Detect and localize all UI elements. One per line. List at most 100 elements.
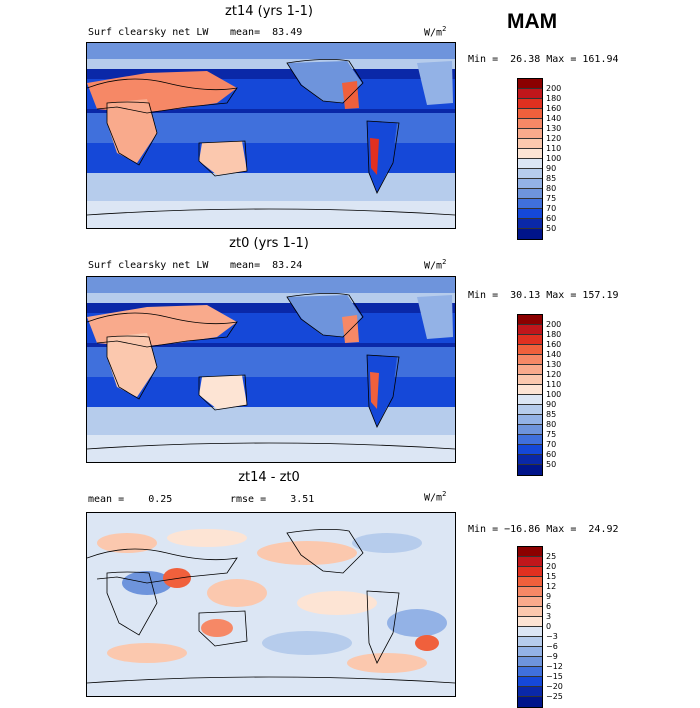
cbar3-label: 3 (546, 612, 552, 621)
panel3-map (86, 512, 456, 697)
cbar3-swatch (518, 547, 542, 557)
cbar3-label: −20 (546, 682, 563, 691)
cbar2-label: 180 (546, 330, 562, 339)
cbar2-swatch (518, 365, 542, 375)
cbar1-swatch (518, 129, 542, 139)
cbar3-label: 15 (546, 572, 557, 581)
cbar1-label: 60 (546, 214, 557, 223)
cbar3-label: −15 (546, 672, 563, 681)
cbar2-swatch (518, 405, 542, 415)
cbar3-swatch (518, 557, 542, 567)
cbar3-swatch (518, 627, 542, 637)
panel3-colorbar (517, 546, 543, 708)
cbar3-swatch (518, 687, 542, 697)
panel1-mean: mean= 83.49 (230, 27, 303, 38)
cbar3-swatch (518, 647, 542, 657)
cbar1-label: 50 (546, 224, 557, 233)
cbar1-label: 180 (546, 94, 562, 103)
cbar2-label: 160 (546, 340, 562, 349)
cbar1-swatch (518, 189, 542, 199)
cbar1-label: 110 (546, 144, 562, 153)
cbar2-swatch (518, 375, 542, 385)
cbar2-label: 85 (546, 410, 557, 419)
map-africa (107, 333, 157, 397)
cbar1-label: 70 (546, 204, 557, 213)
map-southern-ocean (87, 407, 455, 435)
cbar1-swatch (518, 89, 542, 99)
cbar2-label: 50 (546, 460, 557, 469)
map-australia (199, 141, 247, 175)
cbar1-label: 160 (546, 104, 562, 113)
panel1-minmax: Min = 26.38 Max = 161.94 (468, 54, 619, 65)
map-diff-patches (97, 529, 447, 673)
map-andes-warm (370, 138, 379, 175)
cbar1-swatch (518, 149, 542, 159)
cbar2-swatch (518, 455, 542, 465)
cbar3-label: 9 (546, 592, 552, 601)
cbar2-label: 70 (546, 440, 557, 449)
panel2-units: W/m2 (424, 258, 447, 272)
panel2-title: zt0 (yrs 1-1) (229, 236, 309, 251)
panel1-colorbar-labels: 200 180 160 140 130 120 110 100 90 85 80… (546, 84, 561, 234)
cbar3-label: 0 (546, 622, 552, 631)
cbar3-swatch (518, 597, 542, 607)
cbar1-swatch (518, 99, 542, 109)
cbar1-swatch (518, 169, 542, 179)
map-arctic-band (87, 43, 455, 59)
cbar2-swatch (518, 415, 542, 425)
panel1-title: zt14 (yrs 1-1) (225, 4, 313, 19)
cbar2-swatch (518, 325, 542, 335)
panel3-rmse: rmse = 3.51 (230, 494, 315, 505)
panel1-units: W/m2 (424, 25, 447, 39)
cbar3-label: −6 (546, 642, 558, 651)
panel3-title: zt14 - zt0 (238, 470, 300, 485)
cbar3-swatch (518, 607, 542, 617)
cbar2-swatch (518, 465, 542, 475)
cbar2-swatch (518, 445, 542, 455)
cbar3-swatch (518, 697, 542, 707)
map-andes-warm (370, 372, 379, 409)
map-southern-ocean (87, 173, 455, 201)
cbar3-swatch (518, 667, 542, 677)
cbar3-label: −9 (546, 652, 558, 661)
cbar2-label: 140 (546, 350, 562, 359)
cbar2-label: 200 (546, 320, 562, 329)
cbar1-swatch (518, 219, 542, 229)
cbar1-label: 120 (546, 134, 562, 143)
cbar1-swatch (518, 79, 542, 89)
cbar3-swatch (518, 637, 542, 647)
cbar3-label: 6 (546, 602, 552, 611)
cbar2-label: 130 (546, 360, 562, 369)
cbar2-label: 100 (546, 390, 562, 399)
cbar3-label: 20 (546, 562, 557, 571)
cbar3-swatch (518, 567, 542, 577)
map-antarctic (87, 201, 455, 228)
panel1-variable: Surf clearsky net LW (88, 27, 209, 38)
cbar1-label: 130 (546, 124, 562, 133)
cbar2-swatch (518, 425, 542, 435)
cbar1-swatch (518, 199, 542, 209)
cbar1-swatch (518, 119, 542, 129)
cbar3-label: −12 (546, 662, 563, 671)
cbar2-label: 80 (546, 420, 557, 429)
map-australia (199, 375, 247, 409)
map-europe-west (417, 295, 453, 339)
map-north-band (87, 293, 455, 303)
map-europe-west (417, 61, 453, 105)
panel1-map (86, 42, 456, 229)
cbar2-swatch (518, 335, 542, 345)
cbar1-label: 100 (546, 154, 562, 163)
cbar1-swatch (518, 109, 542, 119)
map-antarctic (87, 435, 455, 462)
map-arctic-band (87, 277, 455, 293)
panel3-colorbar-labels: 25 20 15 12 9 6 3 0 −3 −6 −9 −12 −15 −20… (546, 552, 563, 702)
panel2-map (86, 276, 456, 463)
cbar2-swatch (518, 395, 542, 405)
cbar2-swatch (518, 435, 542, 445)
cbar1-label: 90 (546, 164, 557, 173)
cbar2-label: 120 (546, 370, 562, 379)
cbar1-label: 80 (546, 184, 557, 193)
cbar3-label: 25 (546, 552, 557, 561)
cbar3-swatch (518, 587, 542, 597)
season-label: MAM (507, 10, 558, 33)
